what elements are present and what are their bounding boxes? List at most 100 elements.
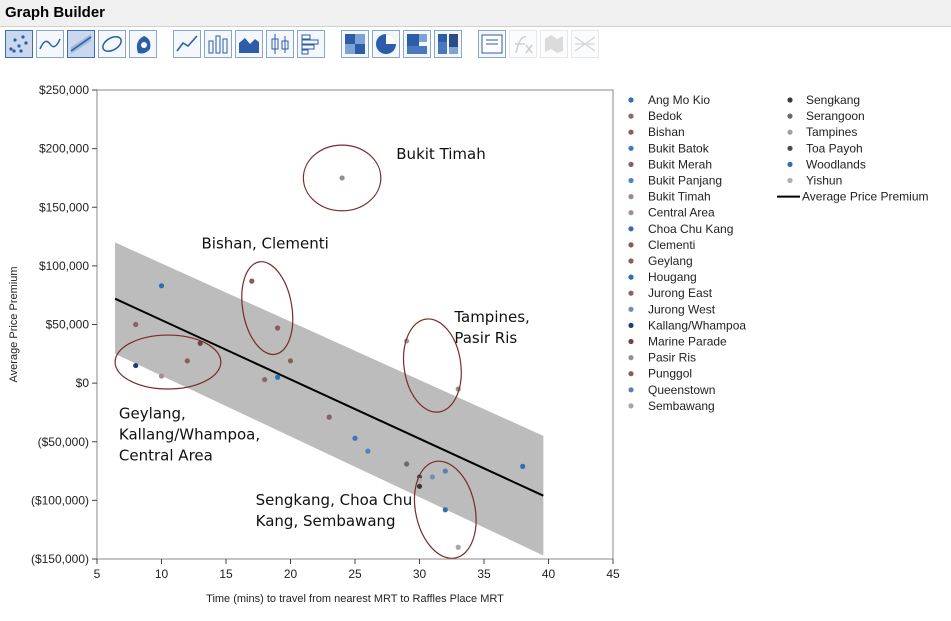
data-point-hougang[interactable] bbox=[158, 283, 165, 289]
smoother-button[interactable] bbox=[36, 30, 64, 58]
histogram-button[interactable] bbox=[297, 30, 325, 58]
app-title: Graph Builder bbox=[5, 4, 106, 21]
data-point-serangoon[interactable] bbox=[404, 461, 410, 467]
legend-item-label: Bukit Merah bbox=[648, 157, 712, 171]
data-point-bedok[interactable] bbox=[262, 377, 268, 383]
data-point-geylang[interactable] bbox=[184, 358, 190, 364]
data-point-ang-mo-kio[interactable] bbox=[275, 374, 281, 380]
y-tick-label: $200,000 bbox=[39, 142, 89, 156]
annotation-ellipse bbox=[402, 318, 462, 413]
area-button[interactable] bbox=[235, 30, 263, 58]
pie-button[interactable] bbox=[372, 30, 400, 58]
data-point-bukit-batok[interactable] bbox=[352, 435, 358, 441]
data-point-bukit-panjang[interactable] bbox=[365, 448, 371, 454]
legend-item-label: Sengkang bbox=[806, 93, 860, 107]
confidence-band bbox=[115, 242, 544, 556]
annotation-label: Central Area bbox=[119, 446, 213, 464]
legend-item-label: Central Area bbox=[648, 206, 715, 220]
legend-item-label: Serangoon bbox=[806, 109, 865, 123]
x-axis-label: Time (mins) to travel from nearest MRT t… bbox=[206, 593, 504, 605]
line-of-fit-button[interactable] bbox=[67, 30, 95, 58]
data-point-bishan[interactable] bbox=[275, 325, 281, 331]
legend-marker bbox=[628, 161, 634, 167]
data-point-clementi[interactable] bbox=[249, 278, 255, 284]
data-point-woodlands[interactable] bbox=[520, 463, 526, 469]
legend-marker bbox=[628, 403, 634, 409]
fit-line bbox=[114, 297, 544, 497]
treemap-icon bbox=[407, 34, 427, 54]
legend-item-label: Woodlands bbox=[806, 157, 866, 171]
map-shapes-button bbox=[540, 30, 568, 58]
legend-marker bbox=[628, 338, 634, 345]
data-point-sembawang[interactable] bbox=[455, 544, 461, 550]
bar-button[interactable] bbox=[204, 30, 232, 58]
legend-item-label: Yishun bbox=[806, 174, 842, 188]
data-point-sengkang[interactable] bbox=[416, 483, 423, 489]
annotation-label: Sengkang, Choa Chu bbox=[256, 491, 413, 509]
legend-marker bbox=[628, 387, 634, 393]
legend-item-label: Marine Parade bbox=[648, 335, 727, 349]
legend-marker bbox=[787, 177, 793, 184]
box-plot-icon bbox=[271, 34, 289, 54]
title-bar: Graph Builder bbox=[0, 0, 951, 27]
legend-item-label: Kallang/Whampoa bbox=[648, 318, 746, 332]
bar-chart-icon bbox=[208, 35, 228, 54]
y-tick-label: $0 bbox=[76, 376, 90, 390]
legend-item-label: Geylang bbox=[648, 254, 693, 268]
formula-icon bbox=[515, 36, 533, 54]
x-tick-label: 15 bbox=[219, 567, 233, 581]
histogram-icon bbox=[301, 34, 319, 55]
area-chart-icon bbox=[239, 38, 259, 53]
legend-item-label: Jurong West bbox=[648, 302, 716, 316]
legend-item-label: Bishan bbox=[648, 125, 685, 139]
y-tick-label: $100,000 bbox=[39, 259, 89, 273]
annotation-ellipse bbox=[241, 261, 294, 356]
points-button[interactable] bbox=[5, 30, 33, 58]
legend-item-label: Bukit Timah bbox=[648, 190, 711, 204]
data-point-bukit-merah[interactable] bbox=[326, 414, 332, 420]
legend-marker bbox=[628, 274, 634, 280]
legend-marker bbox=[628, 306, 634, 312]
annotation-ellipse bbox=[114, 334, 222, 390]
heatmap-icon bbox=[345, 34, 365, 54]
y-tick-label: ($100,000) bbox=[31, 493, 89, 507]
treemap-button[interactable] bbox=[403, 30, 431, 58]
data-point-central-area[interactable] bbox=[158, 373, 165, 379]
heatmap-button[interactable] bbox=[341, 30, 369, 58]
annotation-label: Bukit Timah bbox=[396, 145, 485, 163]
legend-marker bbox=[628, 371, 634, 377]
legend-item-label: Punggol bbox=[648, 367, 692, 381]
legend-marker bbox=[787, 129, 793, 135]
data-point-jurong-east[interactable] bbox=[133, 321, 139, 328]
legend-marker bbox=[628, 258, 634, 264]
legend-item-label: Jurong East bbox=[648, 286, 713, 300]
line-of-fit-icon bbox=[70, 34, 92, 54]
x-tick-label: 40 bbox=[542, 567, 556, 581]
data-point-kallang-whampoa[interactable] bbox=[133, 362, 139, 369]
legend-marker bbox=[628, 113, 634, 119]
graph-type-toolbar bbox=[0, 28, 951, 64]
data-point-queenstown[interactable] bbox=[442, 468, 448, 474]
contour-button[interactable] bbox=[129, 30, 157, 58]
line-button[interactable] bbox=[173, 30, 201, 58]
legend-marker bbox=[628, 242, 634, 248]
x-tick-label: 10 bbox=[155, 567, 169, 581]
y-tick-label: ($150,000) bbox=[31, 552, 89, 566]
mosaic-button[interactable] bbox=[434, 30, 462, 58]
data-point-choa-chu-kang[interactable] bbox=[442, 507, 448, 513]
contour-icon bbox=[136, 36, 151, 54]
caption-box-button[interactable] bbox=[478, 30, 506, 58]
box-plot-button[interactable] bbox=[266, 30, 294, 58]
annotation-label: Bishan, Clementi bbox=[201, 234, 328, 252]
legend-item-label: Clementi bbox=[648, 238, 695, 252]
data-point-jurong-west[interactable] bbox=[429, 474, 435, 480]
legend-item-label: Bukit Panjang bbox=[648, 174, 722, 188]
data-point-punggol[interactable] bbox=[287, 358, 294, 364]
pie-chart-icon bbox=[376, 34, 396, 54]
ellipse-button[interactable] bbox=[98, 30, 126, 58]
legend-item-label: Ang Mo Kio bbox=[648, 93, 710, 107]
legend-marker bbox=[628, 194, 634, 200]
annotation-label: Pasir Ris bbox=[454, 329, 517, 347]
data-point-marine-parade[interactable] bbox=[197, 340, 203, 346]
data-point-bukit-timah[interactable] bbox=[339, 175, 345, 181]
